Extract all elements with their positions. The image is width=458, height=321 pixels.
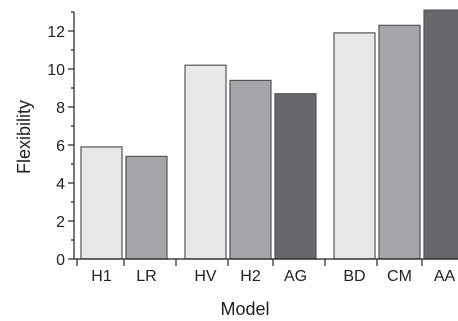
y-axis-title: Flexibility <box>14 100 34 174</box>
x-tick-label-ag: AG <box>284 268 307 285</box>
x-tick-label-bd: BD <box>343 268 365 285</box>
bar-cm <box>378 24 421 260</box>
x-tick-label-h1: H1 <box>91 268 112 285</box>
bar-aa <box>423 9 458 260</box>
x-tick-label-lr: LR <box>136 268 156 285</box>
bar-ag <box>274 93 317 260</box>
bars <box>80 9 458 260</box>
x-axis-title: Model <box>220 299 269 319</box>
x-tick-label-cm: CM <box>387 268 412 285</box>
x-tick-label-h2: H2 <box>240 268 261 285</box>
x-tick-label-aa: AA <box>434 268 456 285</box>
tick-labels: 0 2 4 6 8 10 12 H1 LR HV H2 AG BD CM AA <box>47 24 455 285</box>
y-tick-label: 0 <box>56 252 65 269</box>
bar-h1 <box>80 146 123 260</box>
y-tick-label: 2 <box>56 214 65 231</box>
y-tick-label: 12 <box>47 24 65 41</box>
y-tick-label: 6 <box>56 138 65 155</box>
bar-h2 <box>229 79 272 260</box>
bar-bd <box>333 32 376 260</box>
y-tick-label: 10 <box>47 62 65 79</box>
y-tick-label: 8 <box>56 100 65 117</box>
bar-hv <box>184 64 227 260</box>
bar-lr <box>125 155 168 260</box>
x-tick-label-hv: HV <box>194 268 217 285</box>
y-tick-label: 4 <box>56 176 65 193</box>
axes <box>68 11 458 266</box>
